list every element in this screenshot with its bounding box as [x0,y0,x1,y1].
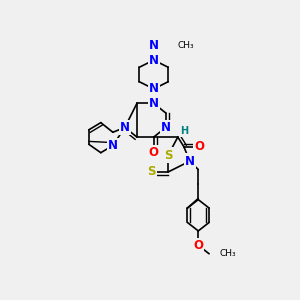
Text: N: N [120,121,130,134]
Text: N: N [185,154,195,168]
Text: O: O [194,140,205,153]
Text: H: H [180,126,188,136]
Text: N: N [108,139,118,152]
Text: N: N [149,82,159,95]
Text: S: S [164,148,172,162]
Text: N: N [149,97,159,110]
Text: S: S [147,166,156,178]
Text: O: O [193,239,203,252]
Text: CH₃: CH₃ [220,249,236,258]
Text: N: N [161,121,171,134]
Text: N: N [149,39,159,52]
Text: O: O [149,146,159,159]
Text: CH₃: CH₃ [178,41,194,50]
Text: N: N [149,54,159,67]
